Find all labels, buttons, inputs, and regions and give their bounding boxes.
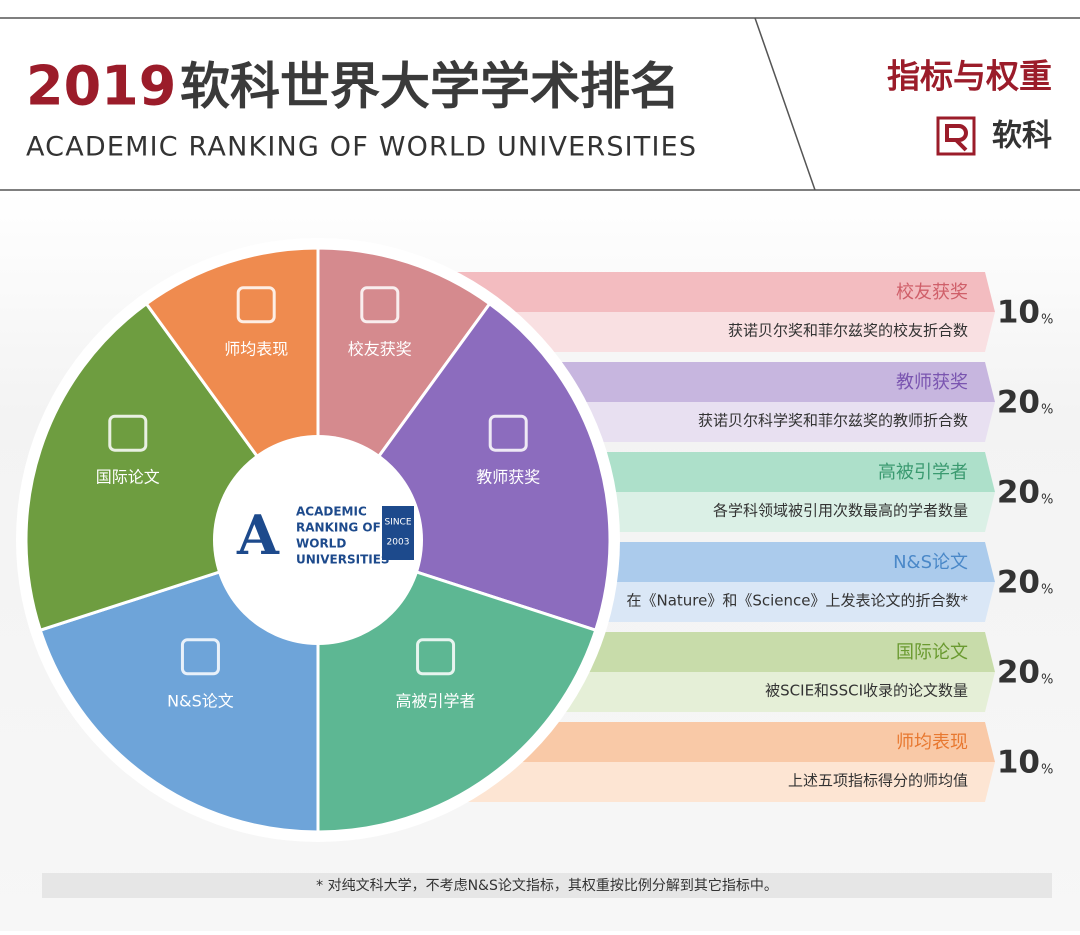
weight-unit: % bbox=[1041, 493, 1053, 508]
wedge-icon bbox=[416, 638, 456, 676]
logo-line: ACADEMIC bbox=[296, 505, 367, 519]
weight-value: 10 bbox=[997, 295, 1040, 331]
indicator-description: 被SCIE和SSCI收录的论文数量 bbox=[765, 682, 968, 700]
indicator-name: 高被引学者 bbox=[878, 462, 968, 483]
wedge-label: 教师获奖 bbox=[476, 468, 540, 487]
weight-unit: % bbox=[1041, 313, 1053, 328]
wedge-label: 高被引学者 bbox=[396, 691, 476, 710]
weight-unit: % bbox=[1041, 403, 1053, 418]
row-band bbox=[440, 272, 995, 312]
wedge-icon bbox=[108, 414, 148, 452]
indicator-description: 上述五项指标得分的师均值 bbox=[788, 772, 968, 790]
weight-value: 20 bbox=[997, 475, 1040, 511]
indicator-description: 各学科领域被引用次数最高的学者数量 bbox=[713, 502, 968, 520]
weight-value: 20 bbox=[997, 565, 1040, 601]
indicator-name: 师均表现 bbox=[896, 732, 968, 753]
logo-badge bbox=[382, 506, 414, 560]
indicator-description: 获诺贝尔科学奖和菲尔兹奖的教师折合数 bbox=[698, 412, 968, 430]
logo-line: WORLD bbox=[296, 537, 346, 551]
title: 软科世界大学学术排名 bbox=[180, 58, 680, 116]
indicator-name: 校友获奖 bbox=[896, 282, 968, 303]
indicator-name: 国际论文 bbox=[896, 642, 968, 663]
logo-line: RANKING OF bbox=[296, 521, 381, 535]
row-pale bbox=[440, 762, 995, 802]
weight-unit: % bbox=[1041, 583, 1053, 598]
wedge-label: 师均表现 bbox=[224, 339, 288, 358]
logo-letter: A bbox=[236, 503, 280, 567]
wedge-icon bbox=[360, 286, 400, 324]
indicator-description: 获诺贝尔奖和菲尔兹奖的校友折合数 bbox=[728, 322, 968, 340]
weight-unit: % bbox=[1041, 763, 1053, 778]
title-year: 2019 bbox=[26, 55, 176, 118]
brand-name: 软科 bbox=[992, 119, 1052, 154]
logo-badge-text: SINCE bbox=[384, 518, 411, 528]
indicator-name: 教师获奖 bbox=[896, 372, 968, 393]
header-divider bbox=[754, 17, 816, 191]
wedge-icon bbox=[236, 286, 276, 324]
indicator-name: N&S论文 bbox=[893, 552, 968, 573]
donut-center bbox=[213, 435, 423, 645]
footnote: * 对纯文科大学，不考虑N&S论文指标，其权重按比例分解到其它指标中。 bbox=[316, 877, 778, 894]
brand-icon-glyph bbox=[945, 124, 968, 152]
wedge-label: N&S论文 bbox=[167, 691, 234, 710]
row-band bbox=[440, 722, 995, 762]
wedge-icon bbox=[488, 414, 528, 452]
wedge-label: 校友获奖 bbox=[348, 339, 412, 358]
section-title: 指标与权重 bbox=[887, 57, 1052, 96]
row-pale bbox=[440, 312, 995, 352]
brand-icon bbox=[936, 116, 976, 156]
footnote-bar bbox=[42, 873, 1052, 898]
weight-value: 10 bbox=[997, 745, 1040, 781]
wedge-icon bbox=[180, 638, 220, 676]
subtitle: ACADEMIC RANKING OF WORLD UNIVERSITIES bbox=[26, 132, 696, 163]
logo-badge-text: 2003 bbox=[387, 538, 410, 548]
wedge-label: 国际论文 bbox=[96, 468, 160, 487]
weight-value: 20 bbox=[997, 655, 1040, 691]
weight-value: 20 bbox=[997, 385, 1040, 421]
logo-line: UNIVERSITIES bbox=[296, 553, 390, 567]
weight-unit: % bbox=[1041, 673, 1053, 688]
indicator-description: 在《Nature》和《Science》上发表论文的折合数* bbox=[626, 592, 968, 610]
